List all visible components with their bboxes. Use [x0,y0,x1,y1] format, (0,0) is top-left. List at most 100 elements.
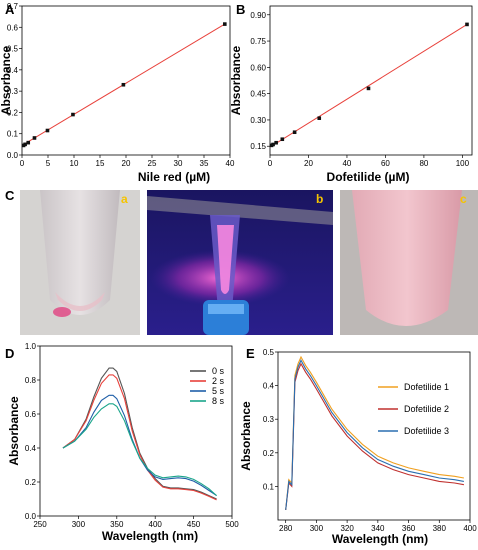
y-tick-label: 0.4 [263,382,275,391]
legend-label: 0 s [212,366,225,376]
legend-label: 2 s [212,376,225,386]
y-tick-label: 0.8 [25,376,37,385]
y-tick-label: 0.30 [250,116,266,125]
y-tick-label: 0.4 [7,66,19,75]
data-point [23,142,27,147]
y-tick-label: 0.3 [263,415,275,424]
y-tick-label: 0.75 [250,37,266,46]
x-tick-label: 500 [225,520,239,529]
panel-letter-a: A [5,2,15,17]
x-axis-title: Dofetilide (µM) [327,170,410,184]
data-point [366,86,371,91]
chart-time-spectra: 250 300 350 400 450 500 0.0 0.2 0.4 0.6 0.8 1.0 Wave… [7,342,239,543]
y-tick-label: 0.5 [7,45,19,54]
y-tick-label: 0.6 [7,23,19,32]
y-tick-label: 0.4 [25,444,37,453]
panel-letter-d: D [5,346,14,361]
x-axis-title: Nile red (µM) [138,170,210,184]
photo-label-c: c [460,192,467,206]
x-tick-label: 20 [122,159,131,168]
series-line-1 [285,362,464,510]
y-tick-label: 0.2 [263,449,275,458]
y-tick-label: 0.5 [263,348,275,357]
photo-a: a [20,190,140,335]
x-tick-label: 25 [148,159,157,168]
y-axis-title: Absorbance [0,46,13,116]
x-tick-label: 450 [187,520,201,529]
y-axis-title: Absorbance [7,396,21,466]
y-tick-label: 0.6 [25,410,37,419]
x-tick-label: 400 [149,520,163,529]
y-tick-label: 0.0 [25,512,37,521]
series-line-3 [62,403,217,497]
x-tick-label: 30 [174,159,183,168]
legend-label: 5 s [212,386,225,396]
data-point [274,140,278,145]
y-tick-label: 0.1 [7,130,19,139]
plot-frame [39,345,233,517]
x-tick-label: 5 [46,159,51,168]
chart-dofetilide: 0 20 40 60 80 100 0.15 0.30 0.45 0.60 0.75 0.90 Dofe… [229,5,473,184]
y-axis-title: Absorbance [229,46,243,116]
plot-frame [269,5,473,156]
x-tick-label: 80 [419,159,428,168]
data-point [223,22,227,26]
series-line-1 [62,374,217,501]
legend-label: Dofetilide 3 [404,426,449,436]
data-point [45,128,50,133]
data-point [32,136,37,140]
y-tick-label: 0.15 [250,142,266,151]
y-tick-label: 0.1 [263,482,275,491]
data-point [271,142,275,147]
data-point [317,116,322,120]
chart-nile-red: 0 5 10 15 20 25 30 35 40 0.0 0.1 0.2 0.3 0.4 0.5 0.6 0.7… [0,2,235,184]
panel-letter-e: E [246,346,255,361]
y-axis-title: Absorbance [239,401,253,471]
x-tick-label: 20 [304,159,313,168]
x-tick-label: 40 [342,159,351,168]
y-tick-label: 0.90 [250,11,266,20]
photo-label-a: a [121,192,128,206]
x-tick-label: 300 [72,520,86,529]
y-tick-label: 0.2 [25,478,37,487]
fit-line [269,23,468,148]
series-line-2 [285,359,464,510]
x-tick-label: 380 [433,524,447,533]
x-tick-label: 35 [200,159,209,168]
x-tick-label: 300 [310,524,324,533]
x-tick-label: 15 [96,159,105,168]
series-line-0 [285,355,464,510]
y-tick-label: 0.60 [250,63,266,72]
y-tick-label: 1.0 [25,342,37,351]
data-point [26,140,31,145]
panel-letter-c: C [5,188,15,203]
x-tick-label: 360 [402,524,416,533]
series-line-2 [62,394,217,497]
photo-label-b: b [316,192,323,206]
data-point [292,130,297,135]
photo-c: c [340,190,478,335]
x-tick-label: 320 [340,524,354,533]
plot-frame [277,351,471,521]
legend-label: Dofetilide 1 [404,382,449,392]
x-axis-title: Wavelength (nm) [102,529,198,543]
panel-letter-b: B [236,2,245,17]
x-tick-label: 280 [279,524,293,533]
x-tick-label: 60 [381,159,390,168]
x-tick-label: 250 [33,520,47,529]
y-tick-label: 0.7 [7,2,19,11]
data-point [121,82,126,87]
x-tick-label: 400 [463,524,477,533]
y-tick-label: 0.0 [7,151,19,160]
plot-frame [21,5,231,156]
y-tick-label: 0.45 [250,90,266,99]
x-tick-label: 0 [268,159,273,168]
y-tick-label: 0.3 [7,87,19,96]
data-point [71,112,75,117]
photo-b: b [147,190,333,335]
x-tick-label: 40 [226,159,235,168]
legend-label: Dofetilide 2 [404,404,449,414]
chart-dofetilide-spectra: 280 300 320 340 360 380 400 0.1 0.2 0.3 0.4 0.5 Wave… [239,348,477,546]
x-tick-label: 340 [371,524,385,533]
